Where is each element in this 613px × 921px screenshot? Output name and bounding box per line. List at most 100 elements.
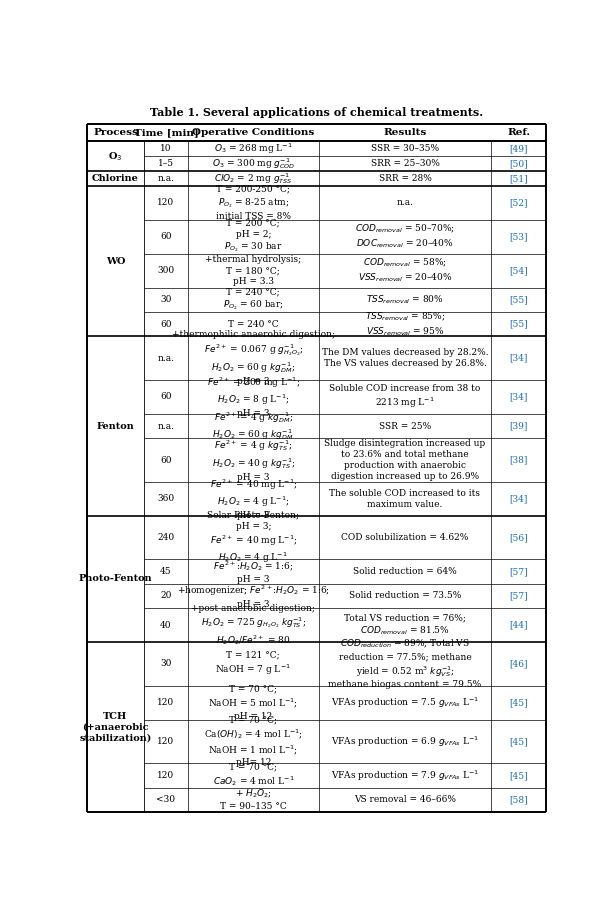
Text: $TSS_{removal}$ = 85%;
$VSS_{removal}$ = 95%: $TSS_{removal}$ = 85%; $VSS_{removal}$ =… (365, 310, 445, 338)
Text: 60: 60 (160, 232, 172, 241)
Text: T = 70 °C;
NaOH = 5 mol L$^{-1}$;
pH = 12: T = 70 °C; NaOH = 5 mol L$^{-1}$; pH = 1… (208, 685, 298, 720)
Text: SRR = 28%: SRR = 28% (378, 174, 432, 183)
Text: The DM values decreased by 28.2%.
The VS values decreased by 26.8%.: The DM values decreased by 28.2%. The VS… (322, 348, 489, 368)
Text: [54]: [54] (509, 266, 528, 275)
Text: [58]: [58] (509, 796, 528, 804)
Text: [34]: [34] (509, 392, 528, 402)
Text: 30: 30 (160, 296, 172, 304)
Text: [38]: [38] (509, 456, 528, 464)
Text: WO: WO (105, 257, 125, 265)
Text: [44]: [44] (509, 621, 528, 630)
Text: Total VS reduction = 76%;
$COD_{removal}$ = 81.5%: Total VS reduction = 76%; $COD_{removal}… (344, 613, 466, 637)
Text: [51]: [51] (509, 174, 528, 183)
Text: Chlorine: Chlorine (92, 174, 139, 183)
Text: Photo-Fenton: Photo-Fenton (78, 575, 152, 584)
Text: $COD_{removal}$ = 50–70%;
$DOC_{removal}$ = 20–40%: $COD_{removal}$ = 50–70%; $DOC_{removal}… (355, 223, 455, 251)
Text: 120: 120 (158, 737, 175, 746)
Text: 1–5: 1–5 (158, 159, 174, 168)
Text: 120: 120 (158, 771, 175, 780)
Text: [55]: [55] (509, 296, 528, 304)
Text: 360: 360 (158, 495, 175, 504)
Text: Sludge disintegration increased up
to 23.6% and total methane
production with an: Sludge disintegration increased up to 23… (324, 439, 485, 481)
Text: T = 121 °C;
NaOH = 7 g L$^{-1}$: T = 121 °C; NaOH = 7 g L$^{-1}$ (215, 651, 291, 677)
Text: T = 240 °C: T = 240 °C (228, 320, 278, 329)
Text: n.a.: n.a. (158, 354, 175, 363)
Text: 20: 20 (160, 591, 172, 600)
Text: 30: 30 (160, 659, 172, 669)
Text: VFAs production = 6.9 $g_{VFAs}$ L$^{-1}$: VFAs production = 6.9 $g_{VFAs}$ L$^{-1}… (331, 734, 479, 749)
Text: [52]: [52] (509, 198, 528, 207)
Text: VFAs production = 7.9 $g_{VFAs}$ L$^{-1}$: VFAs production = 7.9 $g_{VFAs}$ L$^{-1}… (331, 768, 479, 783)
Text: Solid reduction = 73.5%: Solid reduction = 73.5% (349, 591, 461, 600)
Text: [49]: [49] (509, 145, 528, 153)
Text: Ref.: Ref. (507, 128, 530, 137)
Text: $O_3$ = 300 mg $g_{COD}^{-1}$: $O_3$ = 300 mg $g_{COD}^{-1}$ (211, 156, 295, 171)
Text: T = 240 °C;
$P_{O_2}$ = 60 bar;: T = 240 °C; $P_{O_2}$ = 60 bar; (223, 287, 284, 312)
Text: Time [min]: Time [min] (134, 128, 199, 137)
Text: Fenton: Fenton (97, 422, 134, 431)
Text: [39]: [39] (509, 422, 528, 431)
Text: +thermophilic anaerobic digestion;
$Fe^{2+}$ = 0.067 g $g_{H_2O_2}^{-1}$;
$H_2O_: +thermophilic anaerobic digestion; $Fe^{… (172, 331, 335, 386)
Text: 120: 120 (158, 198, 175, 207)
Text: T = 200 °C;
pH = 2;
$P_{O_2}$ = 30 bar: T = 200 °C; pH = 2; $P_{O_2}$ = 30 bar (224, 219, 283, 254)
Text: $Fe^{2+}$:$H_2O_2$ = 1:6;
pH = 3: $Fe^{2+}$:$H_2O_2$ = 1:6; pH = 3 (213, 559, 294, 584)
Text: $Fe^{2+}$ = 40 mg L$^{-1}$;
$H_2O_2$ = 4 g L$^{-1}$;
pH = 3: $Fe^{2+}$ = 40 mg L$^{-1}$; $H_2O_2$ = 4… (210, 478, 297, 520)
Text: +thermal hydrolysis;
T = 180 °C;
pH = 3.3: +thermal hydrolysis; T = 180 °C; pH = 3.… (205, 255, 302, 286)
Text: VFAs production = 7.5 $g_{VFAs}$ L$^{-1}$: VFAs production = 7.5 $g_{VFAs}$ L$^{-1}… (331, 695, 479, 710)
Text: Operative Conditions: Operative Conditions (192, 128, 314, 137)
Text: SRR = 25–30%: SRR = 25–30% (370, 159, 440, 168)
Text: [53]: [53] (509, 232, 528, 241)
Text: Solid reduction = 64%: Solid reduction = 64% (353, 567, 457, 577)
Text: $Fe^{2+}$ = 4 g $kg_{DM}^{-1}$;
$H_2O_2$ = 60 g $kg_{DM}^{-1}$: $Fe^{2+}$ = 4 g $kg_{DM}^{-1}$; $H_2O_2$… (213, 410, 294, 442)
Text: 300: 300 (158, 266, 175, 275)
Text: The soluble COD increased to its
maximum value.: The soluble COD increased to its maximum… (329, 489, 481, 508)
Text: [57]: [57] (509, 567, 528, 577)
Text: SSR = 25%: SSR = 25% (379, 422, 431, 431)
Text: [45]: [45] (509, 771, 528, 780)
Text: n.a.: n.a. (397, 198, 413, 207)
Text: $COD_{removal}$ = 58%;
$VSS_{removal}$ = 20–40%: $COD_{removal}$ = 58%; $VSS_{removal}$ =… (358, 257, 452, 284)
Text: 240: 240 (158, 533, 175, 542)
Text: Soluble COD increase from 38 to
2213 mg L$^{-1}$: Soluble COD increase from 38 to 2213 mg … (329, 384, 481, 410)
Text: T = 200-250 °C;
$P_{O_2}$ = 8-25 atm;
initial TSS = 8%: T = 200-250 °C; $P_{O_2}$ = 8-25 atm; in… (216, 185, 291, 220)
Text: [45]: [45] (509, 737, 528, 746)
Text: Solar Photo-Fenton;
pH = 3;
$Fe^{2+}$ = 40 mg L$^{-1}$;
$H_2O_2$ = 4 g L$^{-1}$: Solar Photo-Fenton; pH = 3; $Fe^{2+}$ = … (207, 511, 299, 565)
Text: [50]: [50] (509, 159, 528, 168)
Text: 60: 60 (160, 392, 172, 402)
Text: Process: Process (93, 128, 138, 137)
Text: 45: 45 (160, 567, 172, 577)
Text: $Fe^{2+}$ = 200 mg L$^{-1}$;
$H_2O_2$ = 8 g L$^{-1}$;
pH = 3: $Fe^{2+}$ = 200 mg L$^{-1}$; $H_2O_2$ = … (207, 376, 300, 418)
Text: $TSS_{removal}$ = 80%: $TSS_{removal}$ = 80% (366, 294, 444, 306)
Text: 60: 60 (160, 456, 172, 464)
Text: T = 70 °C;
$CaO_2$ = 4 mol L$^{-1}$: T = 70 °C; $CaO_2$ = 4 mol L$^{-1}$ (213, 763, 294, 788)
Text: +post anaerobic digestion;
$H_2O_2$ = 725 $g_{H_2O_2}$ $kg_{TS}^{-1}$;
$H_2O_2$/: +post anaerobic digestion; $H_2O_2$ = 72… (191, 603, 315, 647)
Text: n.a.: n.a. (158, 422, 175, 431)
Text: SSR = 30–35%: SSR = 30–35% (371, 145, 439, 153)
Text: [34]: [34] (509, 354, 528, 363)
Text: + $H_2O_2$;
T = 90–135 °C: + $H_2O_2$; T = 90–135 °C (220, 788, 287, 811)
Text: [57]: [57] (509, 591, 528, 600)
Text: 120: 120 (158, 698, 175, 707)
Text: $ClO_2$ = 2 mg $g_{TSS}^{-1}$: $ClO_2$ = 2 mg $g_{TSS}^{-1}$ (214, 171, 292, 186)
Text: 10: 10 (160, 145, 172, 153)
Text: <30: <30 (156, 796, 175, 804)
Text: COD solubilization = 4.62%: COD solubilization = 4.62% (341, 533, 469, 542)
Text: T = 70 °C;
Ca$(OH)_2$ = 4 mol L$^{-1}$;
NaOH = 1 mol L$^{-1}$;
pH= 12: T = 70 °C; Ca$(OH)_2$ = 4 mol L$^{-1}$; … (204, 716, 303, 767)
Text: VS removal = 46–66%: VS removal = 46–66% (354, 796, 456, 804)
Text: [34]: [34] (509, 495, 528, 504)
Text: Results: Results (383, 128, 427, 137)
Text: 40: 40 (160, 621, 172, 630)
Text: [46]: [46] (509, 659, 528, 669)
Text: $COD_{reduction}$ = 89%; Total VS
reduction = 77.5%; methane
yield = 0.52 m$^3$ : $COD_{reduction}$ = 89%; Total VS reduct… (329, 638, 482, 690)
Text: +homogenizer; $Fe^{2+}$:$H_2O_2$ = 1:6;
pH = 3: +homogenizer; $Fe^{2+}$:$H_2O_2$ = 1:6; … (177, 583, 330, 609)
Text: Table 1. Several applications of chemical treatments.: Table 1. Several applications of chemica… (150, 107, 483, 118)
Text: TCH
(+anaerobic
stabilization): TCH (+anaerobic stabilization) (79, 712, 151, 742)
Text: $Fe^{2+}$ = 4 g $kg_{TS}^{-1}$;
$H_2O_2$ = 40 g $kg_{TS}^{-1}$;
pH = 3: $Fe^{2+}$ = 4 g $kg_{TS}^{-1}$; $H_2O_2$… (211, 438, 295, 482)
Text: 60: 60 (160, 320, 172, 329)
Text: [55]: [55] (509, 320, 528, 329)
Text: [45]: [45] (509, 698, 528, 707)
Text: n.a.: n.a. (158, 174, 175, 183)
Text: O$_3$: O$_3$ (109, 150, 123, 162)
Text: [56]: [56] (509, 533, 528, 542)
Text: $O_3$ = 268 mg L$^{-1}$: $O_3$ = 268 mg L$^{-1}$ (214, 142, 292, 156)
